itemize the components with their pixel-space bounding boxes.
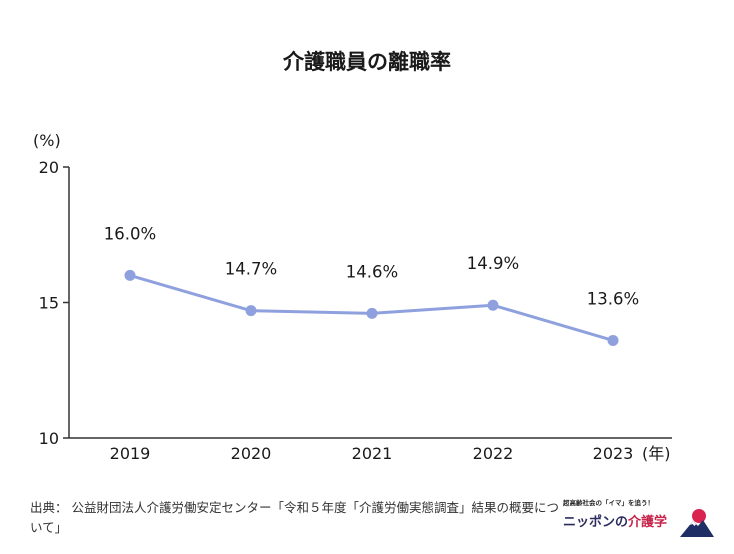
x-tick-label-2022: 2022: [473, 444, 514, 463]
logo-name-part1: ニッポンの: [563, 515, 629, 530]
data-point-2020: [245, 305, 257, 317]
data-point-2023: [607, 334, 619, 346]
line-chart: 介護職員の離職率 (%) (年) 10 15 20 2019 2020 2021 2022…: [33, 50, 672, 463]
x-tick-label-2020: 2020: [231, 444, 272, 463]
x-tick-label-2021: 2021: [352, 444, 393, 463]
data-label-2020: 14.7%: [225, 260, 277, 279]
brand-logo: 超高齢社会の「イマ」を追う！ ニッポンの介護学: [563, 494, 723, 544]
logo-name: ニッポンの介護学: [563, 511, 667, 530]
data-label-2023: 13.6%: [587, 289, 639, 308]
chart-title: 介護職員の離職率: [282, 50, 451, 74]
data-label-2019: 16.0%: [104, 224, 156, 243]
logo-tagline: 超高齢社会の「イマ」を追う！: [563, 499, 654, 507]
y-tick-label-10: 10: [39, 429, 59, 448]
x-tick-label-2019: 2019: [110, 444, 151, 463]
y-axis-unit-label: (%): [33, 131, 61, 150]
data-label-2022: 14.9%: [467, 254, 519, 273]
y-tick-label-15: 15: [39, 294, 59, 313]
x-axis-unit-label: (年): [642, 444, 671, 463]
data-point-2022: [487, 299, 499, 311]
data-point-2021: [366, 307, 378, 319]
data-label-2021: 14.6%: [346, 262, 398, 281]
mountain-sun-icon: [680, 509, 714, 537]
data-point-2019: [124, 269, 136, 281]
y-tick-label-20: 20: [39, 158, 59, 177]
logo-name-part2: 介護学: [628, 515, 668, 530]
x-tick-label-2023: 2023: [593, 444, 634, 463]
source-note: 出典： 公益財団法人介護労働安定センター「令和５年度「介護労働実態調査」結果の概…: [30, 500, 559, 535]
